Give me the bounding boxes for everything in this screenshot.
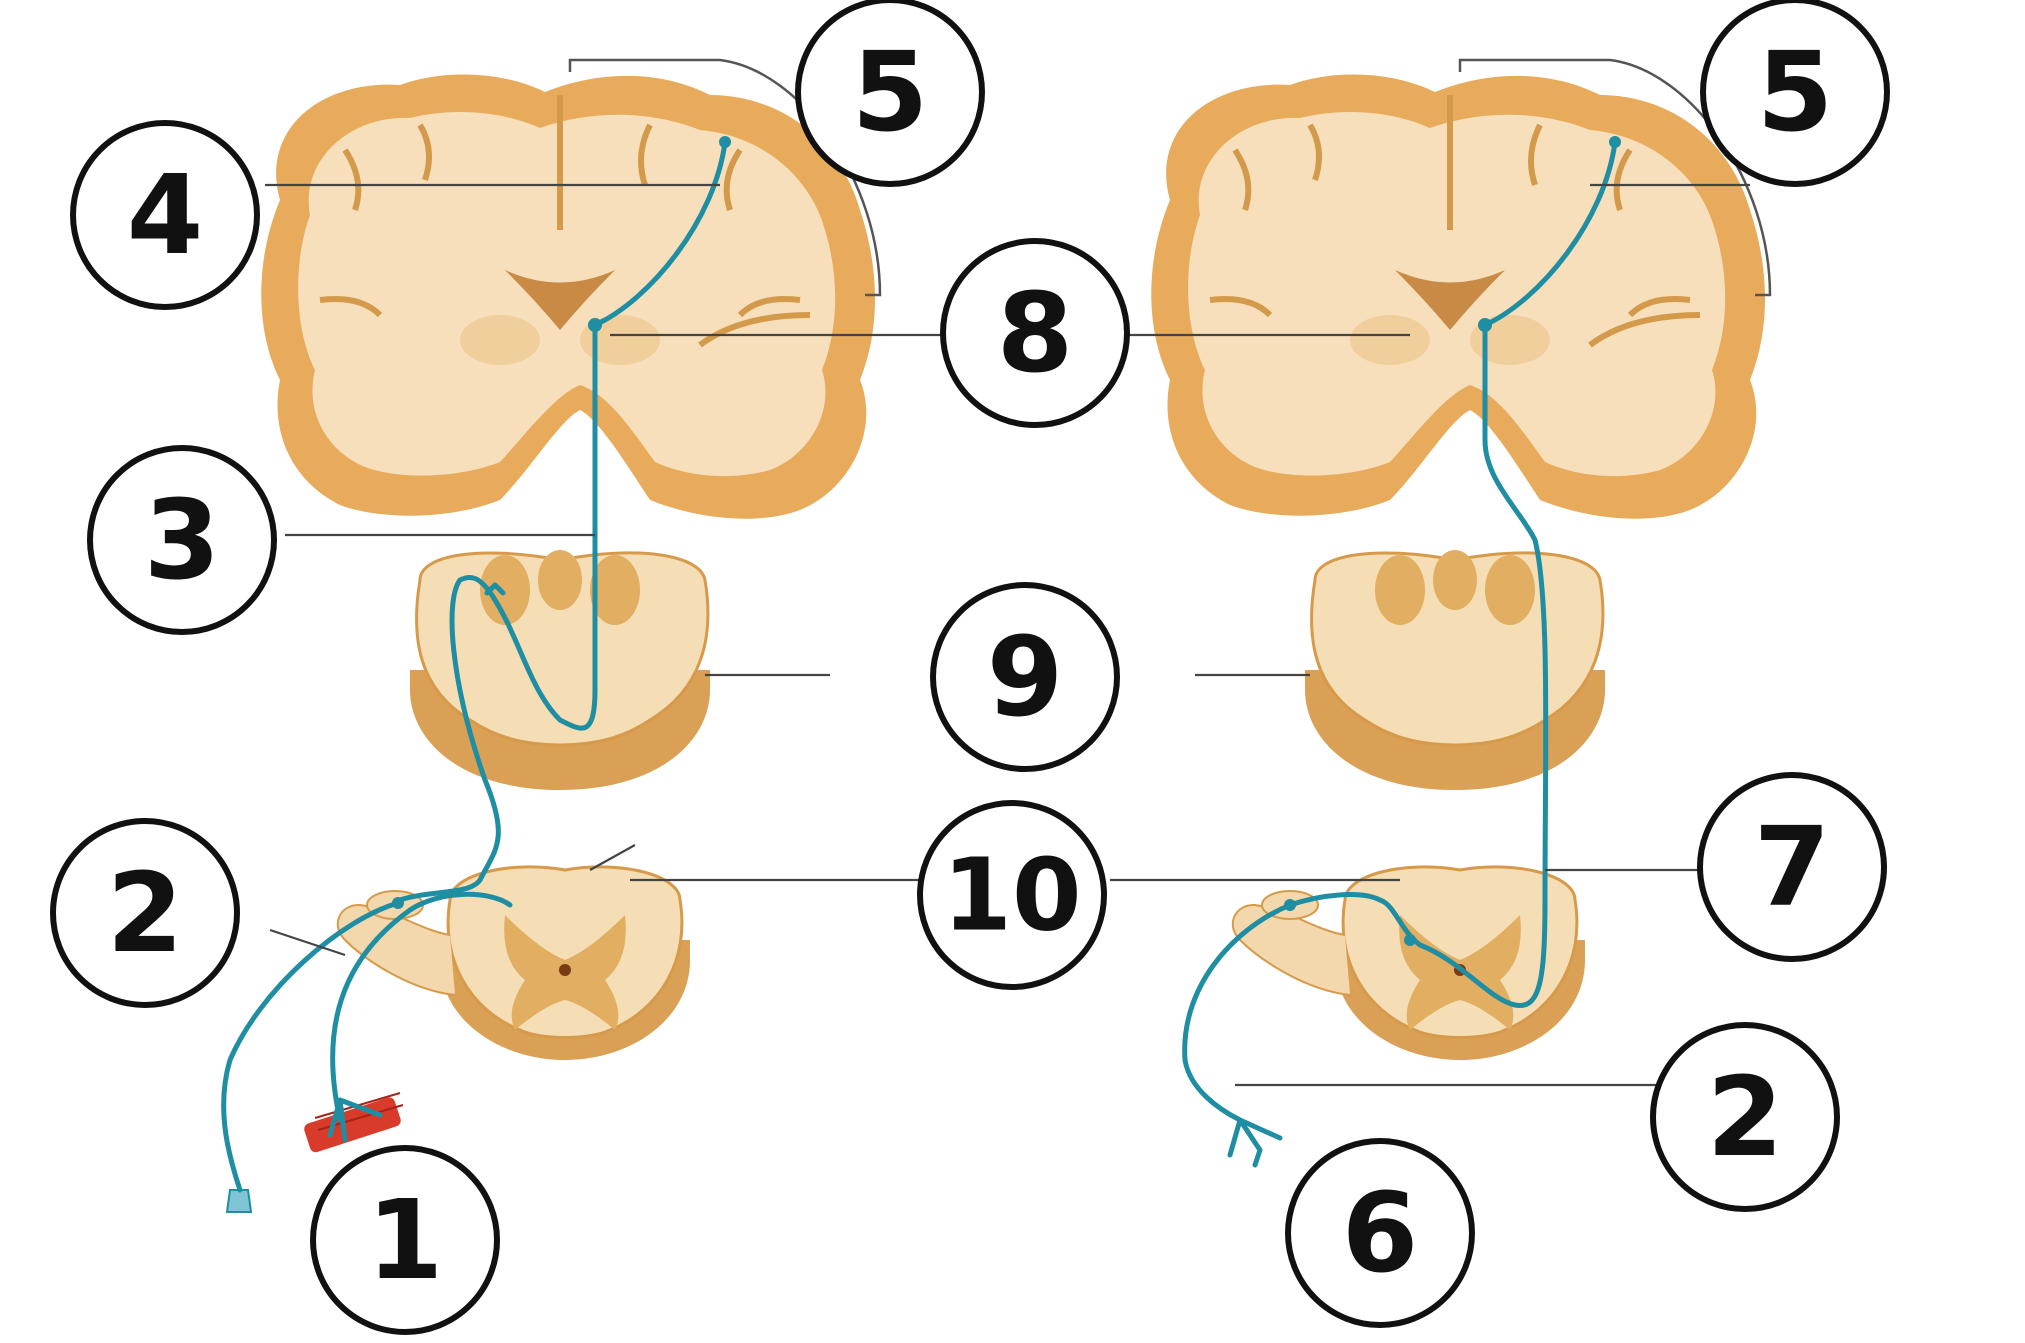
- label-2-right: 2: [1650, 1022, 1840, 1212]
- label-5-right-text: 5: [1757, 28, 1834, 156]
- label-4-text: 4: [127, 151, 204, 279]
- left-cord-lower: [336, 865, 690, 1060]
- label-10-text: 10: [942, 837, 1081, 954]
- label-4: 4: [70, 120, 260, 310]
- label-5-left-text: 5: [852, 28, 929, 156]
- left-pathway: [221, 74, 875, 1213]
- label-6-text: 6: [1342, 1169, 1419, 1297]
- label-2-left-text: 2: [107, 849, 184, 977]
- skin-receptor-icon: [225, 1189, 253, 1213]
- label-3: 3: [87, 445, 277, 635]
- label-2-left: 2: [50, 818, 240, 1008]
- label-6: 6: [1285, 1138, 1475, 1328]
- label-7: 7: [1697, 772, 1887, 962]
- label-1: 1: [310, 1145, 500, 1335]
- left-brain-section: [261, 74, 875, 519]
- label-1-text: 1: [367, 1176, 444, 1304]
- label-5-left: 5: [795, 0, 985, 187]
- label-8-text: 8: [997, 269, 1074, 397]
- right-cord-upper: [1305, 550, 1605, 790]
- right-sensory-pathway: [1182, 136, 1621, 1168]
- label-9: 9: [930, 582, 1120, 772]
- label-10: 10: [917, 800, 1107, 990]
- right-cord-lower: [1231, 865, 1585, 1060]
- leader-lines: [265, 183, 1750, 1087]
- label-2-right-text: 2: [1707, 1053, 1784, 1181]
- right-pathway: [1151, 74, 1765, 1168]
- label-7-text: 7: [1754, 803, 1831, 931]
- left-cord-upper: [410, 550, 710, 790]
- label-9-text: 9: [987, 613, 1064, 741]
- muscle-icon: [304, 1092, 404, 1153]
- label-8: 8: [940, 238, 1130, 428]
- right-brain-section: [1151, 74, 1765, 519]
- label-5-right: 5: [1700, 0, 1890, 187]
- left-motor-pathway: [221, 136, 731, 1193]
- label-3-text: 3: [144, 476, 221, 604]
